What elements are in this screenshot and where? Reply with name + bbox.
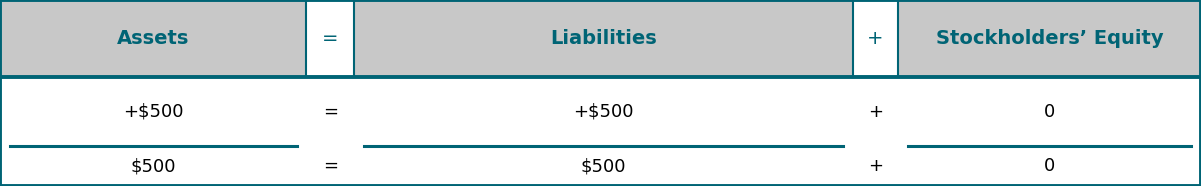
Text: +: +	[868, 103, 883, 121]
Text: +: +	[867, 29, 884, 48]
Bar	[354, 0, 853, 77]
Text: +: +	[868, 157, 883, 175]
Bar	[306, 77, 354, 186]
Text: Liabilities: Liabilities	[550, 29, 657, 48]
Text: =: =	[323, 103, 337, 121]
Bar	[853, 0, 898, 77]
Text: $500: $500	[581, 157, 626, 175]
Text: =: =	[323, 157, 337, 175]
Text: Stockholders’ Equity: Stockholders’ Equity	[936, 29, 1164, 48]
Text: 0: 0	[1044, 103, 1056, 121]
Bar	[306, 0, 354, 77]
Text: 0: 0	[1044, 157, 1056, 175]
Text: +$500: +$500	[573, 103, 634, 121]
Bar	[898, 0, 1201, 77]
Bar	[898, 77, 1201, 186]
Text: $500: $500	[131, 157, 175, 175]
Bar	[0, 0, 306, 77]
Bar	[853, 77, 898, 186]
Bar	[354, 77, 853, 186]
Text: Assets: Assets	[116, 29, 190, 48]
Text: +$500: +$500	[123, 103, 184, 121]
Text: =: =	[322, 29, 339, 48]
Bar	[0, 77, 306, 186]
